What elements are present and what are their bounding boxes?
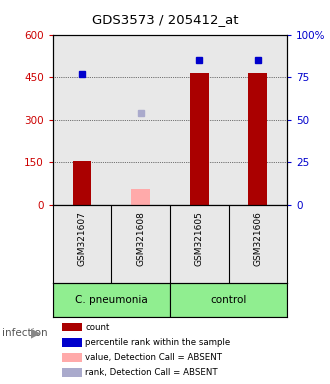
Bar bbox=[62, 353, 82, 362]
Text: GSM321608: GSM321608 bbox=[136, 211, 145, 266]
Text: value, Detection Call = ABSENT: value, Detection Call = ABSENT bbox=[85, 353, 222, 362]
Text: ▶: ▶ bbox=[31, 326, 41, 339]
Bar bbox=[170, 283, 287, 317]
Text: infection: infection bbox=[2, 328, 47, 338]
Text: GDS3573 / 205412_at: GDS3573 / 205412_at bbox=[92, 13, 238, 26]
Text: GSM321606: GSM321606 bbox=[253, 211, 262, 266]
Bar bbox=[190, 73, 209, 205]
Text: GSM321605: GSM321605 bbox=[195, 211, 204, 266]
Bar bbox=[248, 73, 267, 205]
Text: rank, Detection Call = ABSENT: rank, Detection Call = ABSENT bbox=[85, 368, 218, 377]
Bar bbox=[73, 161, 91, 205]
Bar bbox=[62, 323, 82, 331]
Bar bbox=[62, 338, 82, 347]
Bar bbox=[53, 283, 170, 317]
Text: control: control bbox=[210, 295, 247, 305]
Bar bbox=[62, 368, 82, 377]
Text: C. pneumonia: C. pneumonia bbox=[75, 295, 148, 305]
Text: count: count bbox=[85, 323, 110, 331]
Text: GSM321607: GSM321607 bbox=[78, 211, 86, 266]
Text: percentile rank within the sample: percentile rank within the sample bbox=[85, 338, 230, 347]
Bar bbox=[131, 189, 150, 205]
